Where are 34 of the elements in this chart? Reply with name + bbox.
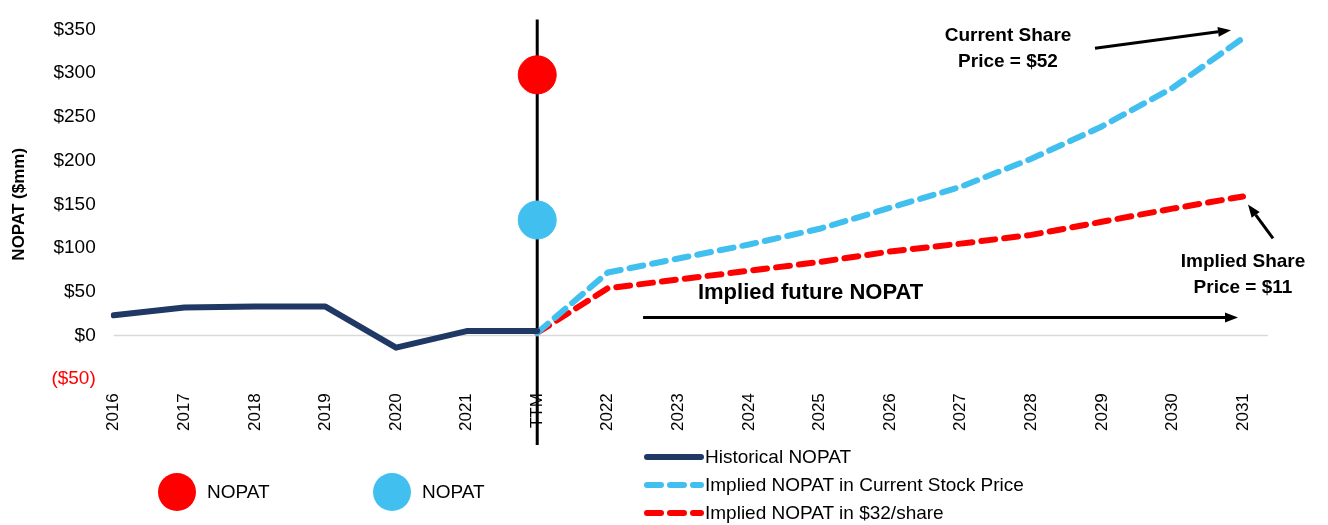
x-tick-label: 2023 (668, 393, 688, 432)
y-tick-label: $200 (53, 148, 96, 170)
annotation: Current Share Price = $52 (944, 24, 1072, 72)
x-tick-label: 2027 (950, 393, 970, 432)
x-tick-label: 2021 (456, 393, 476, 432)
x-tick-label: 2030 (1162, 393, 1182, 432)
y-tick-label: $150 (53, 192, 96, 214)
y-tick-label: $350 (53, 17, 96, 39)
legend-label: Historical NOPAT (705, 446, 852, 468)
x-tick-label: 2019 (315, 393, 335, 432)
x-tick-label: 2025 (809, 393, 829, 432)
y-tick-label: $250 (53, 105, 96, 127)
y-tick-label: $50 (64, 279, 96, 301)
legend-label: Implied NOPAT in $32/share (705, 502, 944, 524)
annotation: Implied future NOPAT (697, 278, 924, 304)
y-tick-label: $300 (53, 61, 96, 83)
x-tick-label: 2026 (879, 393, 899, 432)
y-tick-label: $0 (74, 323, 96, 345)
legend-label: NOPAT (207, 481, 270, 503)
x-tick-label: 2022 (597, 393, 617, 432)
x-tick-label: 2018 (244, 393, 264, 432)
y-tick-label: $100 (53, 236, 96, 258)
y-axis-title: NOPAT ($mm) (8, 147, 28, 261)
x-tick-label: 2020 (385, 393, 405, 432)
x-tick-label: 2024 (738, 393, 758, 432)
annotation: Implied Share Price = $11 (1180, 249, 1306, 297)
legend-label: NOPAT (422, 481, 485, 503)
x-tick-label: 2017 (174, 393, 194, 432)
x-tick-label: 2016 (103, 393, 123, 432)
x-tick-label: 2028 (1020, 393, 1040, 432)
x-tick-label: 2031 (1232, 393, 1252, 432)
x-tick-label: 2029 (1091, 393, 1111, 432)
legend-label: Implied NOPAT in Current Stock Price (705, 474, 1024, 496)
y-tick-label: ($50) (51, 367, 96, 389)
